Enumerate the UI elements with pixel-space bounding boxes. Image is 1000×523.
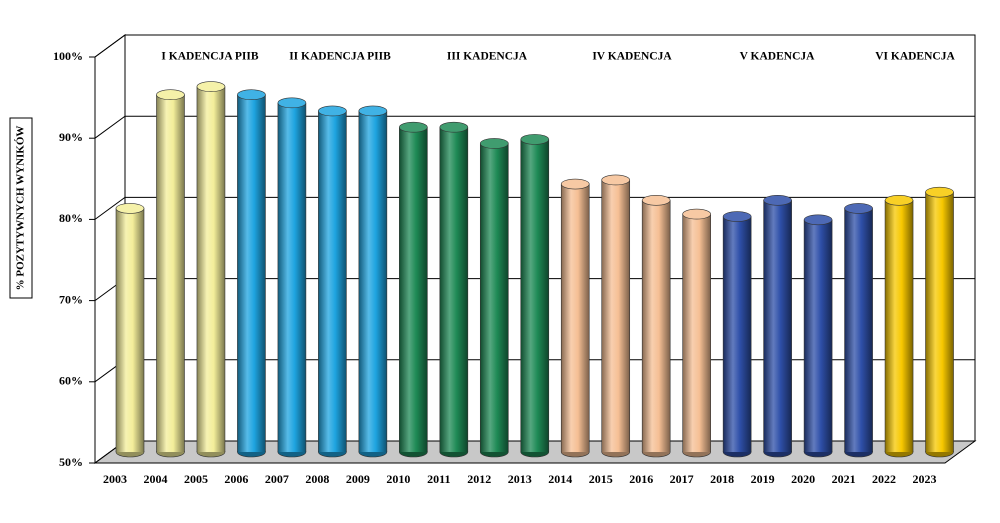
x-tick-label: 2007	[265, 472, 289, 486]
annotation: VI KADENCJA	[875, 51, 955, 63]
x-tick-label: 2004	[143, 472, 167, 486]
bar	[358, 105, 388, 458]
x-tick-label: 2012	[467, 472, 491, 486]
bar	[560, 178, 590, 458]
x-tick-label: 2008	[305, 472, 329, 486]
grid-line	[94, 196, 975, 220]
bar	[439, 121, 469, 458]
bar	[237, 89, 266, 458]
annotation: II KADENCJA PIIB	[289, 51, 391, 63]
x-tick-label: 2005	[184, 472, 208, 486]
grid-line	[94, 34, 975, 58]
annotation: IV KADENCJA	[592, 51, 672, 63]
bar	[318, 105, 347, 458]
bar	[925, 186, 954, 458]
bar	[520, 134, 550, 458]
bar	[601, 174, 631, 458]
x-tick-label: 2019	[751, 472, 775, 486]
bar	[884, 194, 914, 458]
x-tick-label: 2017	[670, 472, 694, 486]
x-tick-label: 2018	[710, 472, 734, 486]
bar	[722, 211, 752, 458]
bar	[115, 203, 145, 458]
bar	[277, 97, 307, 458]
bar	[156, 89, 185, 458]
bar	[196, 81, 226, 458]
y-tick-label: 100%	[53, 49, 83, 63]
x-tick-label: 2013	[508, 472, 532, 486]
x-tick-label: 2009	[346, 472, 370, 486]
bar	[399, 121, 428, 458]
annotation: I KADENCJA PIIB	[161, 51, 258, 63]
bar	[641, 194, 671, 458]
x-tick-label: 2020	[791, 472, 815, 486]
x-tick-label: 2003	[103, 472, 127, 486]
bar	[803, 214, 833, 458]
y-tick-label: 50%	[59, 455, 83, 469]
x-tick-label: 2011	[427, 472, 450, 486]
y-tick-label: 90%	[59, 130, 83, 144]
annotation: III KADENCJA	[447, 51, 528, 63]
y-label-frame	[9, 117, 33, 299]
annotation: V KADENCJA	[740, 51, 816, 63]
bar	[479, 138, 509, 458]
bar	[763, 194, 792, 458]
x-tick-label: 2016	[629, 472, 653, 486]
bar	[682, 208, 711, 458]
y-label-box: % POZYTYWNYCH WYNIKÓW	[9, 117, 33, 299]
y-tick-label: 80%	[59, 211, 83, 225]
x-tick-label: 2014	[548, 472, 572, 486]
y-tick-label: 60%	[59, 374, 83, 388]
x-tick-label: 2010	[386, 472, 410, 486]
x-tick-label: 2015	[589, 472, 613, 486]
x-tick-label: 2022	[872, 472, 896, 486]
x-tick-label: 2006	[224, 472, 248, 486]
x-tick-label: 2023	[913, 472, 937, 486]
x-tick-label: 2021	[832, 472, 856, 486]
y-tick-label: 70%	[59, 292, 83, 306]
grid-line	[94, 115, 975, 139]
bar	[844, 203, 873, 458]
y-axis-label: % POZYTYWNYCH WYNIKÓW	[15, 126, 27, 291]
